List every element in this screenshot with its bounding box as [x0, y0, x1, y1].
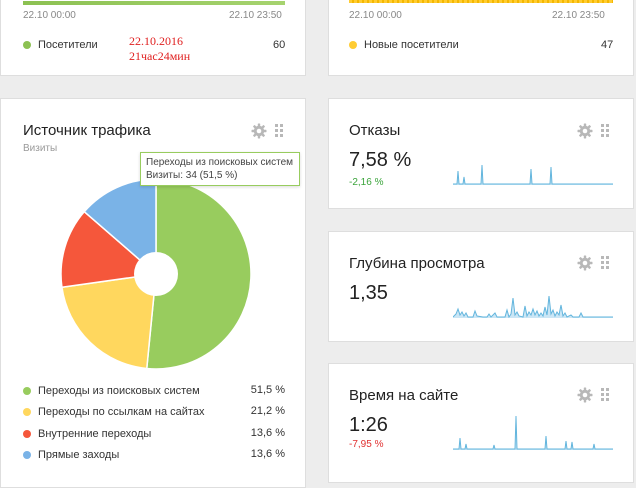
traffic-source-card: Источник трафика Визиты Переходы из поис… — [0, 98, 306, 488]
page-depth-title: Глубина просмотра — [349, 255, 485, 272]
legend-dot-links — [23, 408, 31, 416]
bounce-rate-title: Отказы — [349, 122, 401, 139]
bounce-sparkline — [453, 164, 613, 185]
visitors-legend-dot — [23, 41, 31, 49]
pie-slice-search[interactable] — [145, 178, 252, 370]
new-visitors-legend-item[interactable]: Новые посетители — [349, 39, 459, 51]
pie-slice-internal[interactable] — [60, 210, 158, 289]
new-visitors-legend-label: Новые посетители — [364, 39, 459, 51]
time-on-site-delta: -7,95 % — [349, 439, 384, 450]
legend-dot-internal — [23, 430, 31, 438]
new-visitors-legend-dot — [349, 41, 357, 49]
legend-dot-search — [23, 387, 31, 395]
time-on-site-value: 1:26 — [349, 414, 388, 436]
page-depth-value: 1,35 — [349, 282, 388, 304]
legend-label-internal: Внутренние переходы — [38, 428, 152, 440]
traffic-donut-chart[interactable] — [56, 174, 256, 374]
tooltip-title: Переходы из поисковых систем — [146, 157, 294, 168]
depth-sparkline — [453, 295, 613, 318]
new-visitors-card: 22.10 00:00 22.10 23:50 Новые посетители… — [328, 0, 634, 76]
annotation-time: 21час24мин — [129, 49, 191, 63]
drag-handle-icon[interactable] — [274, 124, 284, 138]
legend-label-direct: Прямые заходы — [38, 449, 120, 461]
new-visitors-time-end: 22.10 23:50 — [552, 10, 605, 21]
bounce-rate-card: Отказы 7,58 % -2,16 % — [328, 98, 634, 209]
time-on-site-card: Время на сайте 1:26 -7,95 % — [328, 363, 634, 483]
new-visitors-time-start: 22.10 00:00 — [349, 10, 402, 21]
annotation-date: 22.10.2016 — [129, 34, 183, 48]
gear-icon[interactable] — [577, 387, 593, 403]
gear-icon[interactable] — [577, 123, 593, 139]
visitors-time-end: 22.10 23:50 — [229, 10, 282, 21]
visitors-time-start: 22.10 00:00 — [23, 10, 76, 21]
traffic-source-title: Источник трафика — [23, 122, 151, 139]
drag-handle-icon[interactable] — [600, 124, 610, 138]
legend-item-internal[interactable]: Внутренние переходы — [23, 427, 151, 441]
legend-pct-direct: 13,6 % — [250, 448, 285, 460]
traffic-tooltip: Переходы из поисковых систем Визиты: 34 … — [140, 152, 300, 186]
legend-item-direct[interactable]: Прямые заходы — [23, 448, 119, 462]
legend-item-search[interactable]: Переходы из поисковых систем — [23, 384, 200, 398]
visitors-legend-label: Посетители — [38, 39, 98, 51]
visitors-chart-baseline — [23, 1, 285, 5]
donut-hole — [134, 252, 178, 296]
time-on-site-title: Время на сайте — [349, 387, 459, 404]
bounce-rate-delta: -2,16 % — [349, 177, 384, 188]
pie-slice-links[interactable] — [61, 273, 157, 370]
drag-handle-icon[interactable] — [600, 256, 610, 270]
legend-pct-links: 21,2 % — [250, 405, 285, 417]
legend-item-links[interactable]: Переходы по ссылкам на сайтах — [23, 405, 204, 419]
legend-pct-search: 51,5 % — [250, 384, 285, 396]
legend-pct-internal: 13,6 % — [250, 427, 285, 439]
visitors-card: 22.10 00:00 22.10 23:50 Посетители 22.10… — [0, 0, 306, 76]
tooltip-value: Визиты: 34 (51,5 %) — [146, 170, 238, 181]
traffic-source-subtitle: Визиты — [23, 143, 58, 154]
page-depth-card: Глубина просмотра 1,35 — [328, 231, 634, 342]
gear-icon[interactable] — [577, 255, 593, 271]
legend-dot-direct — [23, 451, 31, 459]
visitors-annotation: 22.10.2016 21час24мин — [129, 34, 190, 64]
visitors-value: 60 — [273, 39, 286, 51]
visitors-legend-item[interactable]: Посетители — [23, 39, 98, 51]
new-visitors-value: 47 — [601, 39, 614, 51]
legend-label-search: Переходы из поисковых систем — [38, 385, 200, 397]
time-sparkline — [453, 415, 613, 450]
bounce-rate-value: 7,58 % — [349, 149, 412, 171]
new-visitors-chart-baseline — [349, 0, 613, 3]
gear-icon[interactable] — [251, 123, 267, 139]
drag-handle-icon[interactable] — [600, 388, 610, 402]
legend-label-links: Переходы по ссылкам на сайтах — [38, 406, 205, 418]
